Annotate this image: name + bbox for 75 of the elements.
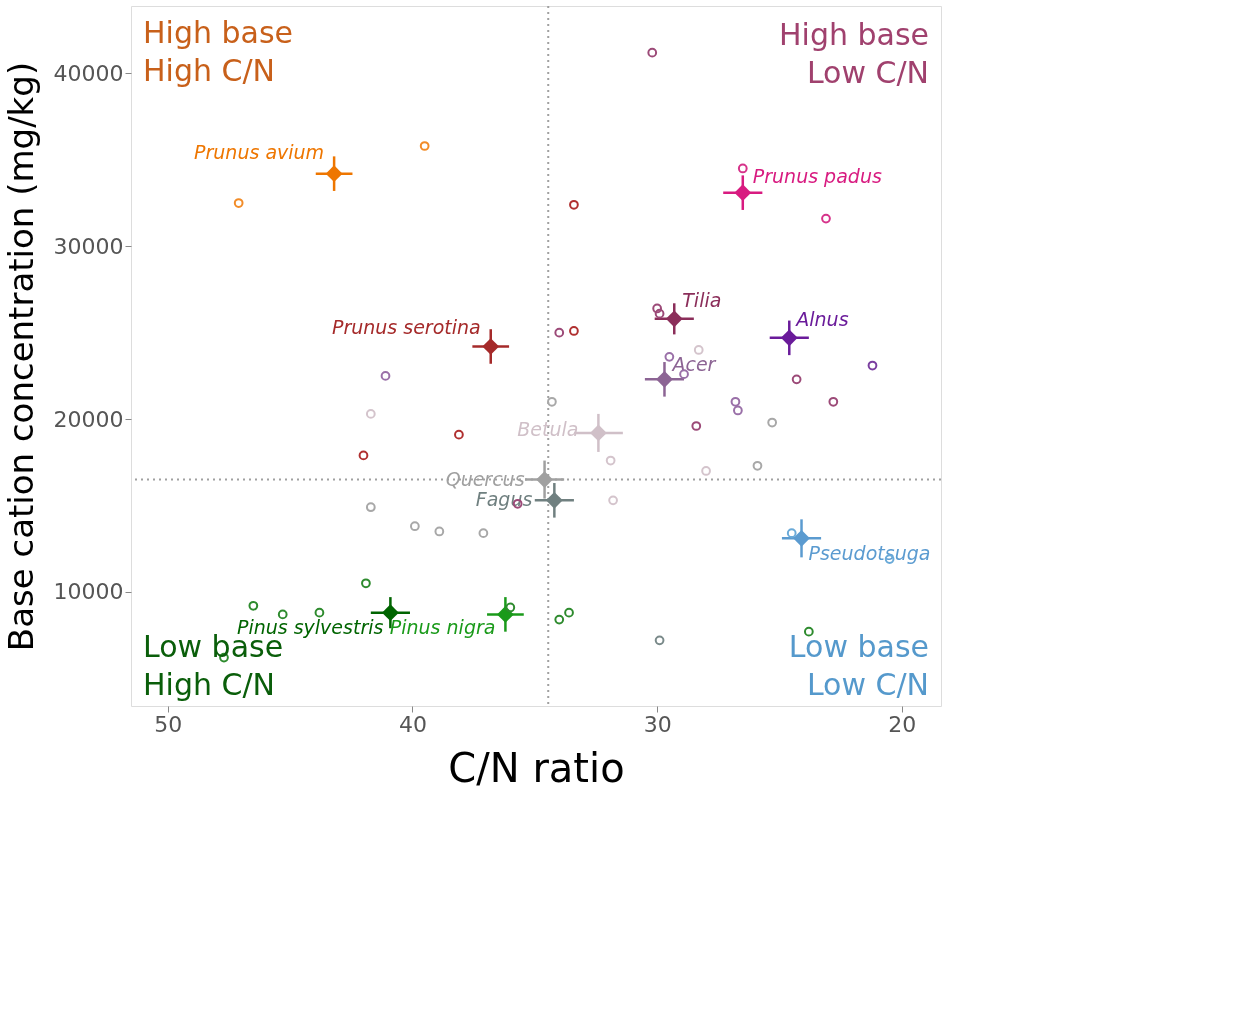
point [434,526,445,537]
series-label: Pseudotsuga [808,542,931,565]
point [380,371,391,381]
point [701,466,711,476]
point [608,495,618,506]
point [536,471,553,488]
y-tick-label: 40000 [53,60,124,86]
series-label: Betula [517,417,579,440]
x-tick-label: 30 [643,711,672,737]
point [361,578,371,589]
series-label: Prunus avium [194,140,325,163]
point [693,345,704,355]
y-tick-label: 20000 [53,406,124,432]
point [248,600,259,611]
point [828,396,839,407]
point [554,614,565,625]
point [419,141,430,151]
annotation: High base Low C/N [779,17,929,90]
point [358,450,369,461]
annotation: High base High C/N [143,15,293,88]
point [734,184,752,202]
point [554,327,565,338]
point [665,310,683,328]
point [793,529,810,547]
point [867,360,878,371]
point [365,502,376,513]
series-label: Fagus [475,488,533,511]
series-label: Acer [670,353,717,376]
point [691,421,702,431]
x-tick-label: 20 [888,711,917,737]
point [325,165,343,183]
point [569,199,579,210]
point [482,338,500,355]
series-label: Quercus [445,467,525,490]
point [647,47,658,58]
point [505,602,516,613]
point [656,370,673,388]
series-label: Prunus padus [752,164,882,187]
point [569,326,579,336]
point [277,609,288,620]
point [409,521,420,532]
point [652,303,663,314]
point [564,607,574,618]
point [654,308,665,319]
series-label: Tilia [682,288,722,311]
point [497,606,514,623]
point [767,417,778,428]
point [733,405,743,416]
point [737,163,748,174]
point [233,198,244,208]
point [605,455,616,466]
point [547,396,557,407]
annotation: Low base Low C/N [788,629,929,702]
series-label: Prunus serotina [331,316,481,339]
point [780,329,798,347]
point [478,528,489,539]
x-axis-title: C/N ratio [448,744,625,791]
point [821,213,831,224]
y-tick-label: 10000 [53,579,124,605]
point [730,396,741,407]
point [454,429,464,440]
point [365,409,376,419]
point [314,607,325,618]
series-label: Pinus nigra [389,616,496,639]
point [786,528,797,539]
point [590,424,607,442]
x-tick-label: 40 [398,711,427,737]
point [791,374,802,385]
point [654,635,665,646]
y-axis-title: Base cation concentration (mg/kg) [0,61,41,652]
point [545,491,563,509]
y-tick-label: 30000 [53,233,124,259]
point [752,460,763,471]
series-label: Alnus [794,307,849,330]
x-tick-label: 50 [154,711,183,737]
